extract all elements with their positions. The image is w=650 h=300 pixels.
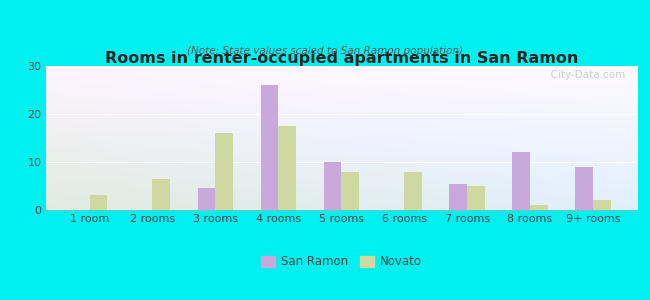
Text: (Note: State values scaled to San Ramon population): (Note: State values scaled to San Ramon … — [187, 46, 463, 56]
Bar — [404, 172, 422, 210]
Bar — [153, 179, 170, 210]
Bar — [593, 200, 610, 210]
Bar — [512, 152, 530, 210]
Bar — [530, 205, 548, 210]
Bar — [341, 172, 359, 210]
Title: Rooms in renter-occupied apartments in San Ramon: Rooms in renter-occupied apartments in S… — [105, 51, 578, 66]
Bar — [90, 195, 107, 210]
Bar — [467, 186, 485, 210]
Bar — [278, 126, 296, 210]
Bar — [450, 184, 467, 210]
Bar — [261, 85, 278, 210]
Bar — [324, 162, 341, 210]
Text: City-Data.com: City-Data.com — [544, 70, 625, 80]
Bar — [215, 133, 233, 210]
Bar — [198, 188, 215, 210]
Legend: San Ramon, Novato: San Ramon, Novato — [256, 251, 426, 273]
Bar — [575, 167, 593, 210]
